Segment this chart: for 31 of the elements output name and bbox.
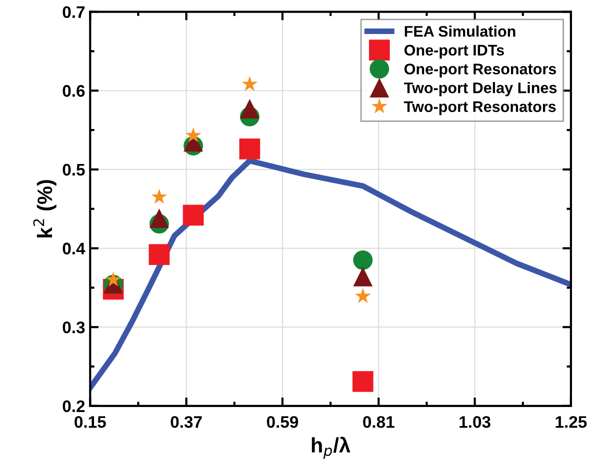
- legend-label: One-port Resonators: [404, 64, 556, 78]
- x-tick-label: 0.81: [363, 416, 394, 428]
- legend-label: One-port IDTs: [404, 44, 504, 59]
- x-tick-label: 1.03: [460, 416, 490, 428]
- y-tick-label: 0.6: [62, 85, 85, 97]
- point: [353, 266, 373, 286]
- legend-label: Two-port Resonators: [404, 101, 556, 116]
- point: [185, 127, 202, 142]
- y-tick-label: 0.7: [62, 6, 85, 18]
- point: [149, 208, 169, 228]
- point: [239, 138, 260, 160]
- legend-label: FEA Simulation: [404, 26, 516, 37]
- point: [242, 76, 258, 92]
- point: [148, 244, 170, 265]
- point: [151, 188, 168, 204]
- point: [354, 288, 371, 304]
- y-tick-label: 0.2: [62, 400, 85, 412]
- y-axis-title: k$^{2}$ (%): [33, 180, 56, 238]
- point: [182, 204, 204, 226]
- y-tick-label: 0.5: [62, 164, 85, 176]
- x-tick-label: 0.15: [74, 416, 106, 428]
- x-tick-label: 0.59: [266, 416, 298, 428]
- x-axis-title: h$_{p}$/λ: [312, 436, 350, 459]
- y-tick-label: 0.3: [62, 321, 85, 334]
- x-tick-label: 1.25: [556, 416, 587, 428]
- point: [352, 371, 374, 392]
- legend-label: Two-port Delay Lines: [404, 82, 557, 96]
- x-tick-label: 0.37: [170, 416, 202, 428]
- point: [240, 99, 260, 118]
- point: [353, 250, 373, 270]
- y-tick-label: 0.4: [62, 242, 86, 254]
